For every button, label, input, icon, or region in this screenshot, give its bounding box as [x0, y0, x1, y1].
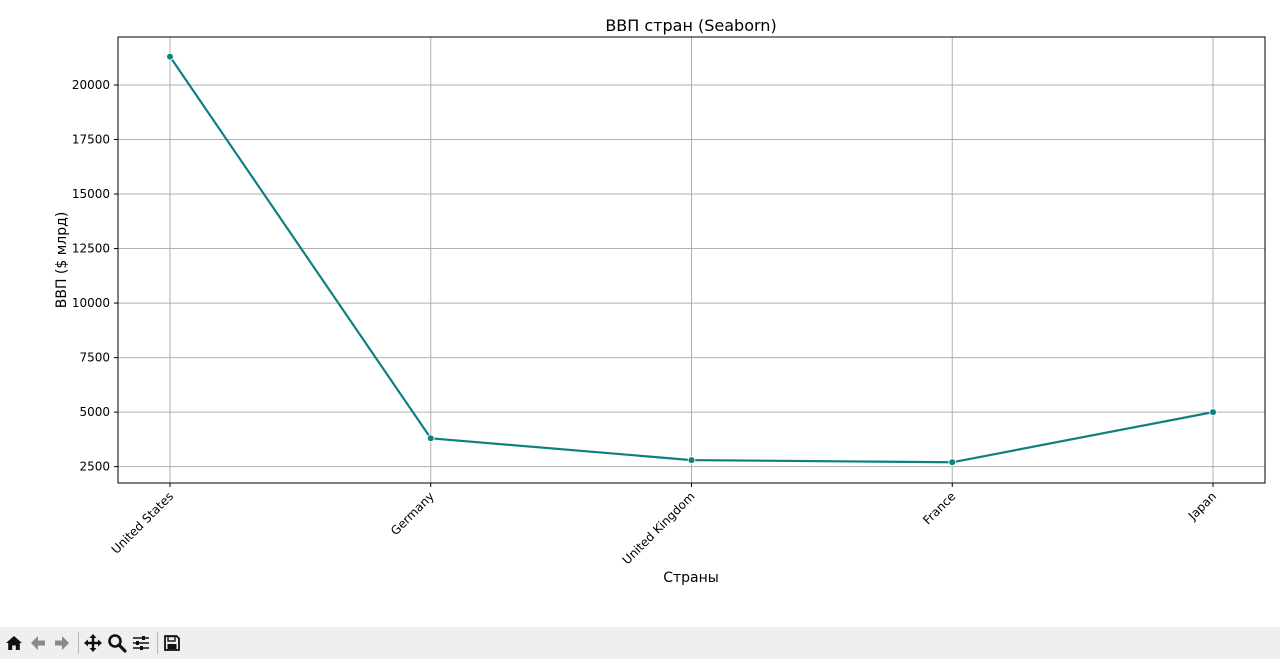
grid [118, 37, 1265, 483]
y-axis-label: ВВП ($ млрд) [54, 212, 70, 309]
x-axis: United States Germany United Kingdom France… [109, 483, 1219, 567]
pan-icon [84, 634, 102, 652]
data-point [948, 458, 957, 467]
back-button[interactable] [27, 631, 49, 655]
y-tick-label: 12500 [72, 242, 110, 256]
y-tick-label: 7500 [79, 351, 110, 365]
toolbar-separator [78, 632, 79, 654]
x-tick-label: Japan [1185, 489, 1219, 523]
data-point [687, 456, 696, 464]
x-tick-label: Germany [388, 489, 437, 538]
y-tick-label: 5000 [79, 405, 110, 419]
data-point [426, 434, 435, 443]
series-markers [166, 52, 1217, 467]
chart: 2500 5000 7500 10000 12500 15000 17500 20000 Un… [54, 16, 1266, 586]
chart-title: ВВП стран (Seaborn) [605, 16, 776, 35]
x-tick-label: France [920, 489, 958, 527]
x-axis-label: Страны [663, 570, 719, 586]
save-button[interactable] [161, 631, 183, 655]
y-tick-label: 10000 [72, 296, 110, 310]
toolbar-separator [157, 632, 158, 654]
zoom-icon [108, 634, 127, 653]
data-point [1209, 408, 1217, 416]
forward-button[interactable] [51, 631, 73, 655]
y-tick-label: 20000 [72, 78, 110, 92]
home-button[interactable] [3, 631, 25, 655]
y-tick-label: 17500 [72, 133, 110, 147]
back-icon [31, 636, 45, 650]
y-tick-label: 15000 [72, 187, 110, 201]
pan-button[interactable] [82, 631, 104, 655]
x-tick-label: United States [109, 489, 176, 556]
forward-icon [55, 636, 69, 650]
y-tick-label: 2500 [79, 460, 110, 474]
save-icon [164, 635, 180, 651]
y-axis: 2500 5000 7500 10000 12500 15000 17500 20000 [72, 78, 118, 474]
data-point [166, 52, 174, 61]
zoom-button[interactable] [106, 631, 128, 655]
configure-button[interactable] [130, 631, 152, 655]
toolbar [0, 627, 1280, 659]
configure-icon [133, 636, 149, 650]
x-tick-label: United Kingdom [620, 489, 698, 567]
home-icon [6, 636, 22, 650]
